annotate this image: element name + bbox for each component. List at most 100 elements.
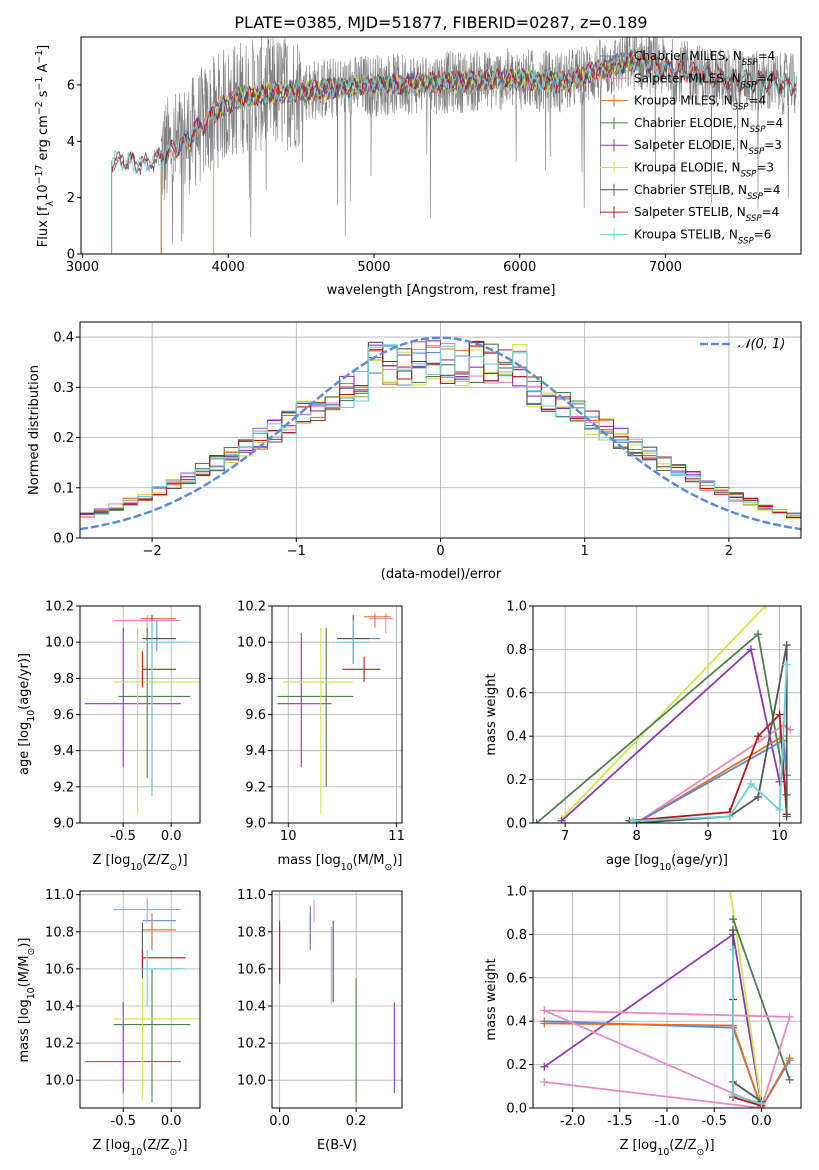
x-tick-label: -2.0 [560,1114,585,1129]
y-tick-label: 0.0 [506,1102,527,1117]
y-tick-label: 9.8 [53,672,74,687]
errorbar-salpeter-elodie [84,627,181,767]
x-tick-label: 4000 [212,260,245,275]
series-line [536,632,788,823]
y-axis-label: mass weight [484,673,499,755]
x-tick-label: 0.2 [346,1114,367,1129]
series-marker [757,1099,766,1108]
series-marker [754,630,763,639]
y-tick-label: 10.8 [45,925,74,940]
y-tick-label: 9.0 [245,817,266,832]
axes-mass_vs_Z: -0.5 0.0 10.0 10.2 10.4 10.6 10.8 11.0 [45,888,201,1129]
plot-area [540,891,794,1108]
series-marker [540,1019,549,1028]
errorbar-chabrier-elodie [113,968,191,1103]
model-spectrum-kroupa-stelib [111,49,797,254]
x-tick-label: 9 [704,829,712,844]
errorbar-kroupa-elodie [113,978,200,1099]
x-tick-label: 6000 [503,260,536,275]
x-tick-label: 0 [436,544,444,559]
series-marker [785,1012,794,1021]
errorbar-chabrier-miles [342,624,381,664]
y-tick-label: 9.8 [245,672,266,687]
axes-weights_vs_Z: -2.0 -1.5 -1.0 -0.5 0.0 0.0 0.2 0.4 0.6 0.8 1.0 [506,885,802,1129]
series-marker [775,777,784,786]
y-tick-label: 9.6 [245,708,266,723]
legend-label: Kroupa MILES, NSSP=4 [634,94,766,113]
x-tick-label: 5000 [357,260,390,275]
legend-label: Chabrier STELIB, NSSP=4 [634,183,781,202]
x-tick-label: −1 [287,544,306,559]
y-tick-label: 0.4 [506,730,527,745]
y-axis-label: mass [log10(M/M⊙)] [17,938,37,1063]
y-tick-label: 0.8 [506,928,527,943]
series-marker [782,812,791,821]
series-marker [540,1077,549,1086]
y-tick-label: 9.2 [245,780,266,795]
series-kroupa-stelib [629,660,791,823]
errorbar-kroupa-stelib [142,950,186,1006]
x-axis-label: Z [log10(Z/Z⊙)] [92,853,187,873]
plot-area [84,898,200,1103]
legend-label: Kroupa ELODIE, NSSP=3 [634,161,774,180]
errorbar-salpeter-stelib [141,950,186,969]
y-axis-label: Flux [fλ10−17 erg cm−2 s−1 A−1] [34,45,56,247]
errorbar-kroupa-elodie [113,627,200,814]
series-line [543,932,763,1106]
y-tick-label: 9.4 [53,744,74,759]
plot-area [84,615,200,814]
legend-item: Kroupa MILES, NSSP=4 [600,94,766,113]
errorbar-kroupa-miles [364,613,392,628]
x-tick-label: 2 [725,544,733,559]
axes-frame [80,36,802,255]
plot-area [533,606,795,823]
x-tick-label: -0.5 [701,1114,726,1129]
errorbar-salpeter-miles [369,613,394,634]
y-tick-label: 9.6 [53,708,74,723]
y-tick-label: 9.2 [53,780,74,795]
model-spectrum-salpeter-stelib [111,49,797,254]
x-axis-label: mass [log10(M/M⊙)] [278,853,403,873]
y-tick-label: 10.0 [237,1074,266,1089]
x-tick-label: 7 [561,829,569,844]
series-marker [540,1062,549,1071]
errorbar-salpeter-stelib [342,656,381,682]
errorbar-chabrier-elodie [277,627,354,787]
series-marker [746,779,755,788]
series-marker [746,645,755,654]
histogram-kroupa-stelib [80,344,801,519]
y-tick-label: 10.6 [237,962,266,977]
y-axis-label: mass weight [484,958,499,1040]
axes-frame [79,890,201,1109]
x-tick-label: −2 [143,544,162,559]
series-chabrier-elodie [533,630,791,823]
y-tick-label: 10.2 [45,1037,74,1052]
legend-label: Salpeter MILES, NSSP=4 [634,71,774,90]
legend-label: Salpeter STELIB, NSSP=4 [634,205,779,224]
legend-label: Salpeter ELODIE, NSSP=3 [634,138,782,157]
x-tick-label: 8 [632,829,640,844]
axes-frame [532,605,802,824]
x-tick-label: 3000 [66,260,99,275]
errorbar-chabrier-stelib [141,922,181,979]
series-salpeter-elodie [557,645,784,823]
y-axis-label: Normed distribution [27,365,42,495]
y-tick-label: 2 [67,191,75,206]
y-axis-label: age [log10(age/yr)] [17,653,37,775]
y-tick-label: 10.6 [45,962,74,977]
x-axis-label: age [log10(age/yr)] [606,853,728,873]
legend-item: Salpeter MILES, NSSP=4 [600,71,774,90]
y-tick-label: 6 [67,78,75,93]
x-axis-label: Z [log10(Z/Z⊙)] [92,1138,187,1158]
y-tick-label: 11.0 [237,888,266,903]
axes-frame [271,890,403,1109]
series-marker [754,792,763,801]
series-chabrier-elodie [729,915,794,1084]
series-marker [629,816,638,823]
x-tick-label: -1.5 [607,1114,632,1129]
series-salpeter-elodie [540,930,766,1108]
y-tick-label: 9.4 [245,744,266,759]
legend-label: 𝒩(0, 1) [738,337,785,352]
series-kroupa-stelib [729,945,766,1108]
series-marker [729,945,738,954]
